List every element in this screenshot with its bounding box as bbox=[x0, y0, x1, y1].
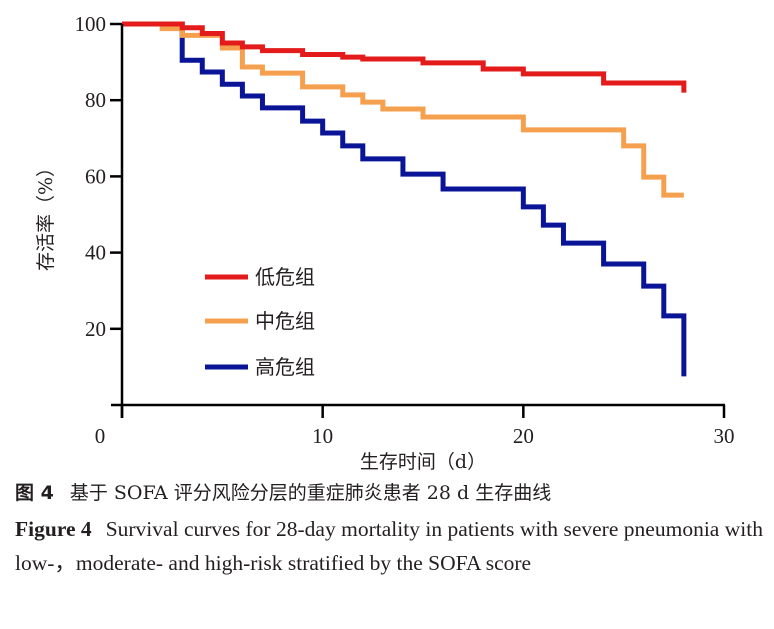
caption-english-text: Survival curves for 28-day mortality in … bbox=[15, 517, 763, 575]
caption-english: Figure 4 Survival curves for 28-day morta… bbox=[15, 512, 763, 580]
caption-chinese: 图 4 基于 SOFA 评分风险分层的重症肺炎患者 28 d 生存曲线 bbox=[15, 478, 764, 505]
curve-series-2 bbox=[122, 21, 687, 377]
axes: 20 40 60 80 100 0 10 20 30 bbox=[75, 12, 735, 448]
y-tick-label: 80 bbox=[85, 88, 106, 112]
y-tick-label: 40 bbox=[85, 241, 106, 265]
x-tick-label: 20 bbox=[513, 424, 534, 448]
y-ticks: 20 40 60 80 100 bbox=[75, 12, 122, 341]
legend-label: 低危组 bbox=[255, 265, 315, 289]
x-axis-title: 生存时间（d） bbox=[360, 451, 486, 473]
caption-chinese-text: 基于 SOFA 评分风险分层的重症肺炎患者 28 d 生存曲线 bbox=[69, 482, 552, 504]
x-tick-label: 10 bbox=[312, 424, 333, 448]
y-tick-label: 20 bbox=[85, 317, 106, 341]
caption-english-label: Figure 4 bbox=[15, 517, 92, 541]
legend-label: 高危组 bbox=[255, 355, 315, 379]
x-ticks: 0 10 20 30 bbox=[95, 405, 735, 448]
survival-curves bbox=[122, 21, 687, 377]
y-axis-title: 存活率（%） bbox=[35, 158, 57, 271]
caption-chinese-label: 图 4 bbox=[15, 482, 54, 504]
legend-label: 中危组 bbox=[255, 309, 315, 333]
curve-series-0 bbox=[122, 21, 687, 93]
survival-chart: 20 40 60 80 100 0 10 20 30 生存时间（d） 存活率（%） 低危组中危… bbox=[35, 12, 735, 473]
x-tick-label: 0 bbox=[95, 424, 106, 448]
y-tick-label: 100 bbox=[75, 12, 107, 36]
y-tick-label: 60 bbox=[85, 164, 106, 188]
x-tick-label: 30 bbox=[714, 424, 735, 448]
